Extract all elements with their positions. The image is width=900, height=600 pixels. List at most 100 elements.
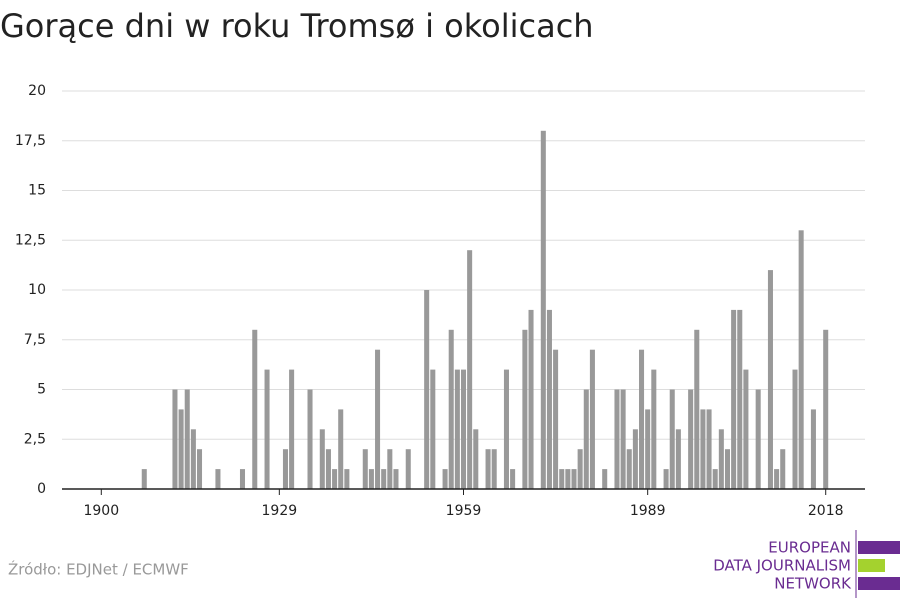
bar [485,449,491,489]
bar [522,329,528,489]
bar [700,409,706,489]
bar [571,469,577,489]
y-tick-label: 20 [28,83,46,99]
bar [141,469,147,489]
bar [737,309,743,489]
bar [405,449,411,489]
bar [289,369,295,489]
bar [553,349,559,489]
bar [540,130,546,490]
bar [718,429,724,489]
bar [239,469,246,489]
bar [503,369,509,489]
y-tick-label: 7,5 [24,332,46,348]
bar [565,469,571,489]
bar [190,429,196,489]
bar [307,389,313,489]
bar [387,449,393,489]
bar [319,429,325,489]
y-tick-label: 12,5 [15,232,46,248]
bar [780,449,786,489]
bar [473,429,479,489]
bar [614,389,620,489]
y-tick-label: 15 [28,183,46,199]
bar [467,250,473,489]
bar [583,389,589,489]
bar [282,449,288,489]
bar [264,369,270,489]
bar [196,449,203,489]
bar [375,349,381,489]
bar [215,469,221,489]
logo-bar [858,577,900,590]
bar [454,369,460,489]
bar [172,389,178,489]
bar [546,309,552,489]
bar [178,409,184,489]
bar [755,389,761,489]
bar [706,409,712,489]
bar [184,389,190,489]
bar [626,449,632,489]
chart-title: Gorące dni w roku Tromsø i okolicach [0,7,594,45]
logo-text: DATA JOURNALISM [713,557,851,575]
bar [675,429,681,489]
bar [669,389,675,489]
bar [362,449,368,489]
bar [724,449,731,489]
bar [645,409,651,489]
bar [589,349,595,489]
bar [743,369,749,489]
bar [767,270,773,489]
y-tick-label: 0 [37,481,46,497]
x-tick-label: 1989 [630,503,666,519]
bar [792,369,798,489]
bar [325,449,331,489]
bar [798,230,804,490]
bar [448,329,454,489]
logo-bar [858,541,900,554]
x-tick-label: 1929 [262,503,298,519]
bar [368,469,374,489]
bar [424,290,430,489]
bar [460,369,467,489]
bar [688,389,694,489]
bar [632,429,638,489]
bar [823,329,829,489]
logo-text: NETWORK [774,575,852,593]
logo-text: EUROPEAN [768,539,851,557]
bar [602,469,608,489]
bar [663,469,669,489]
bar [510,469,516,489]
bar [381,469,387,489]
bar [731,309,737,489]
x-tick-label: 2018 [808,503,844,519]
bar [430,369,436,489]
y-tick-label: 17,5 [15,133,46,149]
bar [344,469,350,489]
bar [393,469,399,489]
bar [442,469,448,489]
bar [332,469,338,489]
bar [338,409,344,489]
x-tick-label: 1959 [446,503,482,519]
x-tick-label: 1900 [83,503,119,519]
bar [639,349,645,489]
logo-bar [858,559,885,572]
y-tick-label: 10 [28,282,46,298]
bar [528,309,534,489]
y-tick-label: 2,5 [24,431,46,447]
bar [577,449,583,489]
source: Źródło: EDJNet / ECMWF [8,560,189,579]
y-tick-label: 5 [37,382,46,398]
bar [491,449,497,489]
bar [694,329,700,489]
bar [620,389,626,489]
bar [252,329,258,489]
bar [712,469,718,489]
bar [774,469,780,489]
bar [559,469,565,489]
bar [810,409,816,489]
bar [651,369,657,489]
